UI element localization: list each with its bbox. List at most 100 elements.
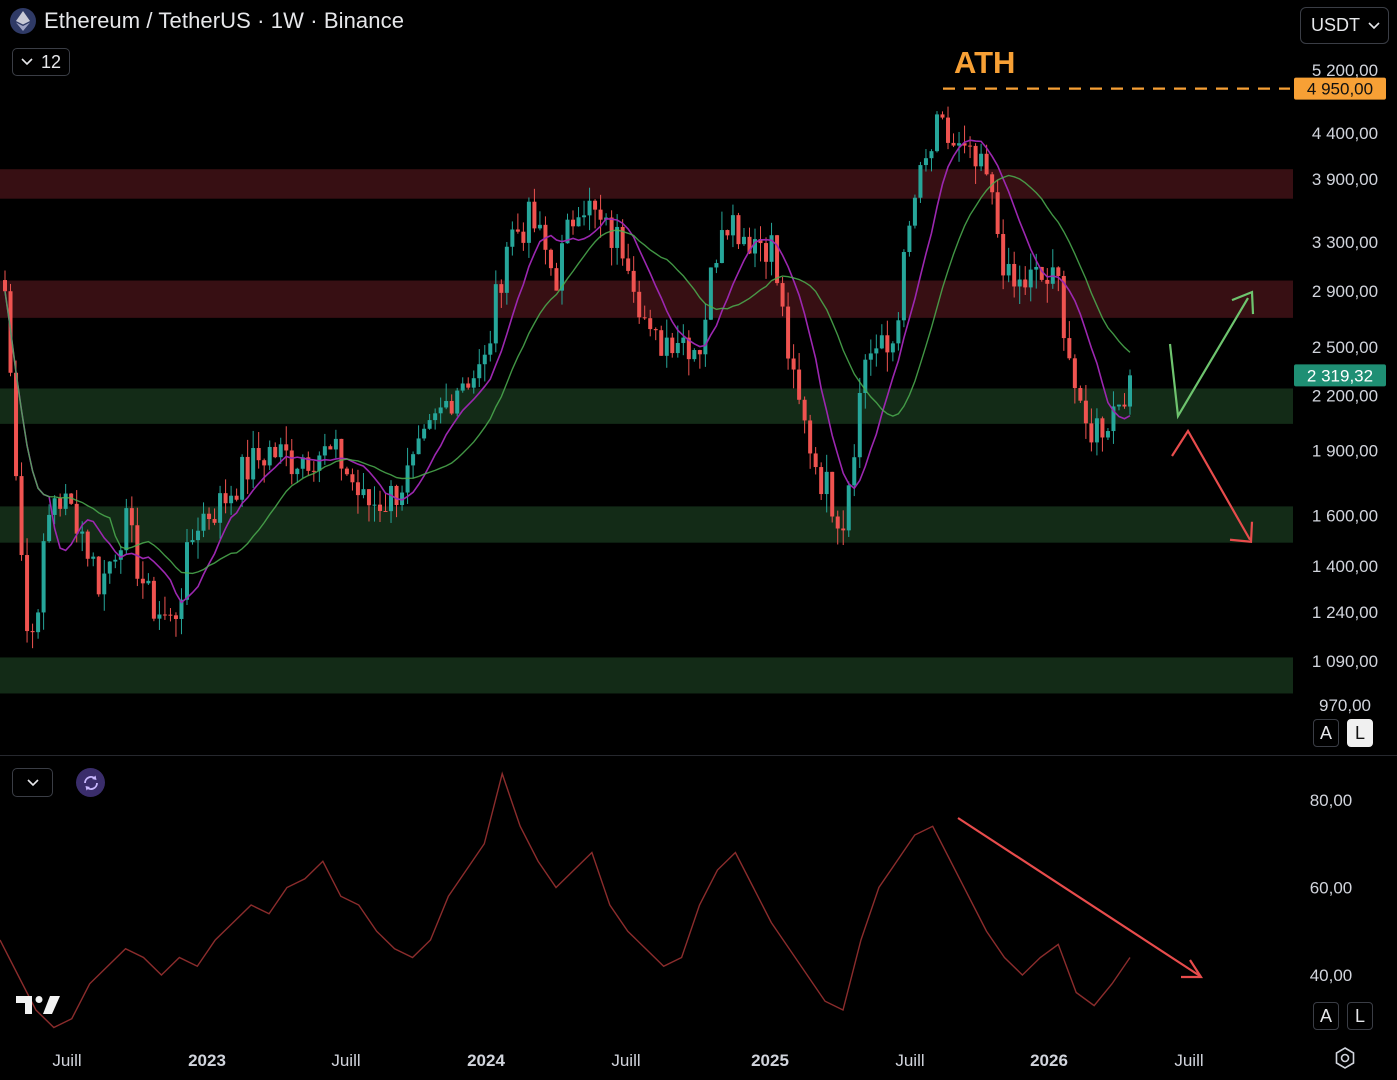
- time-axis-label: Juill: [895, 1051, 924, 1070]
- collapse-indicators-button[interactable]: 12: [12, 48, 70, 76]
- candle: [681, 337, 686, 344]
- candle: [372, 504, 377, 506]
- auto-scale-button[interactable]: A: [1313, 719, 1339, 747]
- candle: [118, 550, 123, 560]
- candle: [339, 438, 344, 469]
- candle: [730, 215, 735, 236]
- candle: [1067, 338, 1072, 359]
- candle: [918, 165, 923, 198]
- candle: [648, 318, 653, 330]
- currency-value: USDT: [1311, 15, 1360, 35]
- candle: [714, 263, 719, 268]
- candle: [190, 540, 195, 543]
- candle: [719, 230, 724, 264]
- candle: [416, 438, 421, 455]
- symbol-title[interactable]: Ethereum / TetherUS · 1W · Binance: [44, 8, 405, 33]
- candle: [1039, 266, 1044, 280]
- candle: [703, 319, 708, 355]
- chevron-down-icon: [26, 778, 39, 786]
- candle: [962, 143, 967, 146]
- chart-header: Ethereum / TetherUS · 1W · Binance: [10, 8, 404, 34]
- candle: [885, 335, 890, 353]
- currency-select[interactable]: USDT: [1300, 7, 1389, 44]
- price-axis-label: 1 240,00: [1312, 603, 1378, 622]
- candle: [747, 236, 752, 254]
- indicator-count: 12: [40, 51, 62, 72]
- candle: [311, 470, 316, 472]
- refresh-icon[interactable]: [76, 768, 105, 797]
- candle: [19, 476, 24, 556]
- candle: [14, 372, 19, 477]
- candle: [565, 219, 570, 244]
- candle: [593, 200, 598, 210]
- zone-green: [0, 657, 1293, 694]
- candle: [940, 114, 945, 118]
- candle: [3, 280, 7, 292]
- candle: [697, 350, 702, 355]
- candle: [322, 446, 327, 456]
- chevron-down-icon: [21, 58, 33, 66]
- price-axis-label: 5 200,00: [1312, 61, 1378, 80]
- candle: [36, 612, 41, 633]
- candle: [598, 209, 603, 220]
- candle: [1023, 279, 1028, 288]
- candle: [85, 531, 90, 559]
- price-axis-label: 1 400,00: [1312, 557, 1378, 576]
- candle: [725, 230, 730, 236]
- ath-price-badge-bg: [1294, 77, 1386, 100]
- candle: [1056, 267, 1061, 276]
- candle: [1116, 404, 1121, 407]
- tradingview-logo-icon[interactable]: [14, 992, 62, 1023]
- candle: [791, 358, 796, 370]
- indicator-pane-toggle[interactable]: [12, 768, 53, 797]
- candle: [620, 226, 625, 259]
- candle: [532, 201, 537, 229]
- candle: [537, 224, 542, 229]
- candle: [990, 174, 995, 193]
- candle: [863, 359, 868, 393]
- candle: [857, 392, 862, 458]
- candle: [245, 456, 250, 480]
- candle: [300, 457, 305, 469]
- candle: [295, 468, 300, 475]
- candle: [1100, 418, 1105, 438]
- candle: [764, 243, 769, 262]
- candle: [361, 489, 366, 496]
- candle: [631, 270, 636, 292]
- candle: [234, 495, 239, 500]
- price-axis-label: 3 900,00: [1312, 170, 1378, 189]
- time-axis-label: Juill: [1174, 1051, 1203, 1070]
- candle: [394, 485, 399, 506]
- candle: [317, 455, 322, 471]
- candle: [278, 444, 283, 458]
- candle: [256, 448, 261, 461]
- candle: [179, 599, 184, 619]
- log-scale-button[interactable]: L: [1347, 719, 1373, 747]
- candle: [162, 614, 167, 616]
- candle: [63, 493, 68, 509]
- candle: [449, 400, 454, 414]
- candle: [571, 219, 576, 227]
- candle: [124, 508, 129, 551]
- candle: [995, 192, 1000, 235]
- candle: [30, 631, 35, 633]
- candle: [1094, 418, 1099, 443]
- candle: [1017, 279, 1022, 287]
- time-axis-label: 2025: [751, 1051, 789, 1070]
- pane-divider[interactable]: [0, 755, 1397, 756]
- candle: [41, 541, 46, 613]
- settings-icon[interactable]: [1333, 1046, 1357, 1075]
- candle: [1128, 375, 1132, 407]
- candle: [460, 383, 465, 391]
- rsi-auto-scale-button[interactable]: A: [1313, 1002, 1339, 1030]
- rsi-log-scale-button[interactable]: L: [1347, 1002, 1373, 1030]
- candle: [852, 457, 857, 486]
- candle: [52, 498, 57, 515]
- candle: [1061, 275, 1066, 339]
- candle: [675, 343, 680, 354]
- candle: [355, 482, 360, 496]
- rsi-axis-label: 60,00: [1310, 879, 1353, 898]
- candle: [504, 246, 509, 293]
- candle: [957, 143, 962, 146]
